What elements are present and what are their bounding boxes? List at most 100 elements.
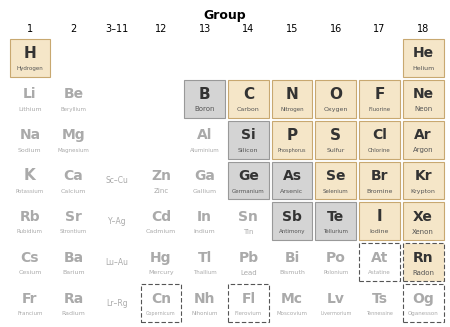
Text: Barium: Barium [62, 270, 85, 275]
Text: Polonium: Polonium [323, 270, 348, 275]
Bar [184, 80, 225, 118]
Text: 12: 12 [155, 24, 167, 34]
Text: Lv: Lv [327, 292, 345, 305]
Text: Ts: Ts [371, 292, 387, 305]
Bar [272, 80, 312, 118]
Text: Livermorium: Livermorium [320, 311, 351, 316]
Text: Mc: Mc [281, 292, 303, 305]
Text: Antimony: Antimony [279, 230, 305, 234]
Text: Tl: Tl [198, 251, 212, 265]
Text: At: At [371, 251, 388, 265]
Bar [403, 162, 444, 199]
Text: Nh: Nh [194, 292, 216, 305]
Text: Francium: Francium [17, 311, 43, 316]
Text: Xe: Xe [413, 210, 433, 224]
Text: 3–11: 3–11 [106, 24, 129, 34]
Text: Bi: Bi [284, 251, 300, 265]
Text: Ba: Ba [63, 251, 84, 265]
Text: N: N [286, 87, 298, 102]
Bar [272, 284, 312, 322]
Text: Beryllium: Beryllium [61, 107, 86, 112]
Text: Aluminium: Aluminium [190, 148, 220, 153]
Text: Lr–Rg: Lr–Rg [107, 299, 128, 308]
Text: Sn: Sn [238, 210, 258, 224]
Bar [97, 243, 138, 281]
Bar [228, 284, 269, 322]
Text: Potassium: Potassium [16, 189, 44, 194]
Bar [359, 80, 400, 118]
Bar [403, 121, 444, 159]
Text: Lu–Au: Lu–Au [106, 258, 129, 267]
Text: Chlorine: Chlorine [368, 148, 391, 153]
Bar [140, 202, 181, 240]
Bar [359, 284, 400, 322]
Text: Cn: Cn [151, 292, 171, 305]
Text: 17: 17 [373, 24, 386, 34]
Bar [403, 39, 444, 77]
Bar [53, 80, 94, 118]
Text: Br: Br [371, 169, 388, 183]
Text: Flerovium: Flerovium [235, 311, 262, 316]
Bar [9, 39, 50, 77]
Text: Calcium: Calcium [61, 189, 86, 194]
Bar [359, 162, 400, 199]
Text: Mercury: Mercury [148, 270, 174, 275]
Text: 16: 16 [330, 24, 342, 34]
Text: Te: Te [327, 210, 344, 224]
Bar [184, 243, 225, 281]
Bar [315, 121, 356, 159]
Bar [9, 121, 50, 159]
Text: Sc–Cu: Sc–Cu [106, 176, 129, 185]
Bar [53, 162, 94, 199]
Text: Selenium: Selenium [323, 189, 349, 194]
Text: Al: Al [197, 128, 212, 142]
Text: Xenon: Xenon [412, 229, 434, 235]
Text: Carbon: Carbon [237, 107, 260, 112]
Text: Radium: Radium [62, 311, 86, 316]
Text: K: K [24, 168, 36, 183]
Text: 2: 2 [71, 24, 77, 34]
Text: Bismuth: Bismuth [279, 270, 305, 275]
Text: Po: Po [326, 251, 346, 265]
Text: Y–Ag: Y–Ag [108, 217, 126, 226]
Bar [272, 162, 312, 199]
Bar [53, 121, 94, 159]
Bar [184, 162, 225, 199]
Text: S: S [330, 128, 341, 143]
Text: Ar: Ar [414, 128, 432, 142]
Bar [140, 243, 181, 281]
Text: 15: 15 [286, 24, 298, 34]
Text: P: P [287, 128, 297, 143]
Text: Fl: Fl [241, 292, 256, 305]
Bar [403, 202, 444, 240]
Bar [359, 121, 400, 159]
Text: Mg: Mg [62, 128, 86, 142]
Text: Ne: Ne [413, 87, 434, 101]
Text: Se: Se [326, 169, 346, 183]
Bar [97, 162, 138, 199]
Bar [228, 243, 269, 281]
Text: I: I [377, 209, 382, 224]
Text: 13: 13 [198, 24, 211, 34]
Text: Arsenic: Arsenic [280, 189, 304, 194]
Text: Krypton: Krypton [411, 189, 436, 194]
Text: Radon: Radon [412, 270, 434, 276]
Bar [9, 202, 50, 240]
Text: O: O [329, 87, 342, 102]
Text: Si: Si [241, 128, 256, 142]
Text: 1: 1 [27, 24, 33, 34]
Bar [228, 202, 269, 240]
Text: Sr: Sr [65, 210, 82, 224]
Bar [97, 202, 138, 240]
Text: Zn: Zn [151, 169, 171, 183]
Text: Ga: Ga [194, 169, 215, 183]
Text: Pb: Pb [238, 251, 258, 265]
Bar [403, 243, 444, 281]
Text: He: He [413, 46, 434, 60]
Text: Cs: Cs [21, 251, 39, 265]
Text: In: In [197, 210, 212, 224]
Text: Zinc: Zinc [153, 188, 169, 194]
Text: Nihonium: Nihonium [191, 311, 218, 316]
Text: Moscovium: Moscovium [277, 311, 307, 316]
Text: Indium: Indium [194, 230, 216, 234]
